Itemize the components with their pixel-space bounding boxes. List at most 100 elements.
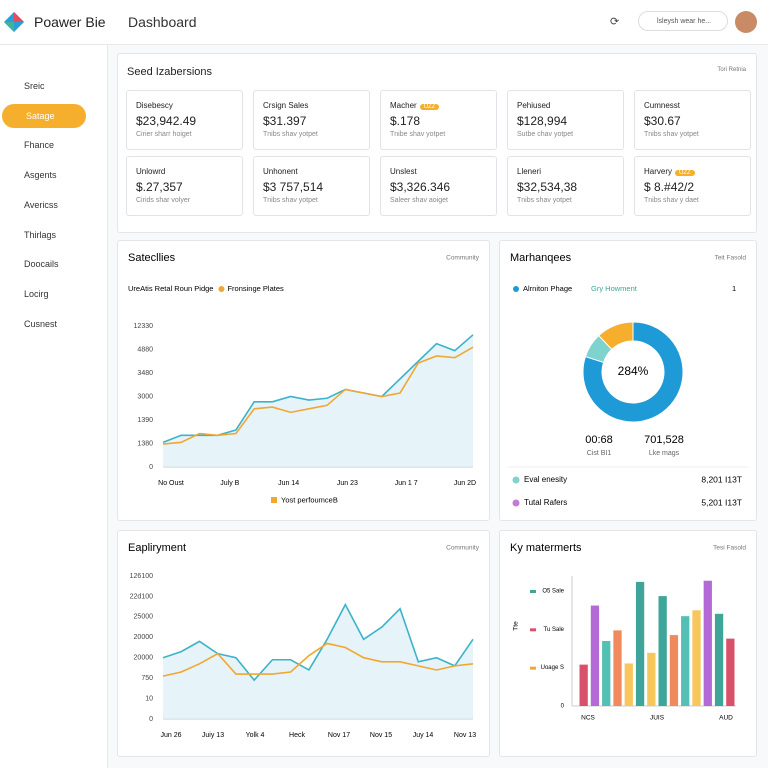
kpi-card: Lleneri $32,534,38 Tnibs shav yotpet bbox=[507, 156, 624, 216]
kpi-value: $30.67 bbox=[644, 114, 681, 128]
sidebar-item[interactable]: Sreic bbox=[24, 81, 45, 91]
donut-center: 284% bbox=[618, 364, 649, 378]
kpi-value: $128,994 bbox=[517, 114, 568, 128]
kpi-note: Tnibs shav yotpet bbox=[517, 197, 572, 204]
y-tick-label: 0 bbox=[149, 716, 153, 723]
employment-chart: Eapliryment Community 0 10 750 20000 20000 2500… bbox=[128, 542, 480, 739]
legend-label: Alrniton Phage bbox=[523, 284, 572, 293]
avatar[interactable] bbox=[735, 11, 757, 33]
legend-dot bbox=[513, 286, 519, 292]
kpi-label: Harvery UZZ bbox=[644, 167, 695, 176]
kpi-label: Unslest bbox=[390, 167, 417, 176]
bar bbox=[681, 616, 690, 706]
bar bbox=[602, 641, 611, 706]
sales-panel: Satecllies Community 0 1380 1390 3000 3480 4880… bbox=[117, 240, 490, 521]
footer-swatch bbox=[271, 497, 277, 503]
kpi-label-text: Pehiused bbox=[517, 101, 551, 110]
kpi-label: Cumnesst bbox=[644, 101, 680, 110]
kpi-card: Unslest $3,326.346 Saleer shav aoiget bbox=[380, 156, 497, 216]
y-tick-swatch bbox=[530, 666, 536, 670]
kpi-card: Crsign Sales $31.397 Tnibs shav yotpet bbox=[253, 90, 370, 150]
kpi-value: $3 757,514 bbox=[263, 180, 324, 194]
kpi-label-text: Harvery bbox=[644, 167, 673, 176]
stat-value: 701,528 bbox=[644, 434, 684, 446]
y-tick-label: Uoage S bbox=[541, 665, 564, 671]
sidebar: Sreic Satage Fhance Asgents Avericss Thirlags… bbox=[0, 45, 108, 768]
panel-title: Eapliryment bbox=[128, 542, 186, 554]
kpi-label: Crsign Sales bbox=[263, 101, 308, 110]
kpi-note: Tnibs shav yotpet bbox=[263, 197, 318, 204]
kpi-value: $.178 bbox=[390, 114, 421, 128]
stat-label: Cist BI1 bbox=[587, 450, 612, 457]
sidebar-item[interactable]: Fhance bbox=[24, 140, 55, 151]
sidebar-item[interactable]: Locirg bbox=[24, 288, 49, 299]
legend-dot bbox=[218, 286, 225, 292]
y-tick-label: 1390 bbox=[137, 417, 153, 424]
y-tick-label: 3000 bbox=[137, 393, 153, 400]
kpi-note: Cirier sharr hoiget bbox=[136, 131, 192, 138]
donut-slice bbox=[582, 321, 684, 423]
bar bbox=[669, 635, 679, 706]
sidebar-item[interactable]: Avericss bbox=[24, 199, 58, 210]
stat-value: 00:68 bbox=[585, 434, 613, 446]
bar bbox=[726, 638, 735, 706]
kpi-label: Unhonent bbox=[263, 167, 298, 176]
sidebar-item[interactable]: Doocails bbox=[24, 259, 59, 270]
x-tick-label: Heck bbox=[289, 732, 305, 739]
panel-corner: Tesi Fasold bbox=[713, 545, 746, 552]
row-value: 8,201 I13T bbox=[701, 474, 742, 484]
kpi-card: Unhonent $3 757,514 Tnibs shav yotpet bbox=[253, 156, 370, 216]
row-name: Tutal Rafers bbox=[524, 498, 567, 507]
kpi-value: $23,942.49 bbox=[136, 114, 197, 128]
x-tick-label: Jun 23 bbox=[337, 480, 358, 487]
panel-corner: Tori Retnia bbox=[717, 67, 746, 73]
kpi-card: Harvery UZZ $ 8.#42/2 Tnibs shav y daet bbox=[634, 156, 751, 216]
x-tick-label: Nov 15 bbox=[370, 732, 392, 739]
bar-chart: Ky matermerts Tesi Fasold Tte 0 Uoage S Tu Sa… bbox=[510, 542, 746, 722]
x-tick-label: Jun 1 7 bbox=[395, 480, 418, 487]
logo-text: Poawer Bie bbox=[34, 14, 106, 30]
y-tick-swatch bbox=[530, 628, 536, 632]
sidebar-item[interactable]: Thirlags bbox=[24, 229, 57, 240]
kpi-label-text: Unhonent bbox=[263, 167, 298, 176]
y-tick-label: 4880 bbox=[137, 346, 153, 353]
y-tick-label: 0 bbox=[561, 704, 565, 710]
y-tick-label: 25000 bbox=[134, 614, 154, 621]
legend-count: 1 bbox=[732, 284, 736, 293]
search-placeholder: lsleysh wear he... bbox=[657, 18, 712, 25]
kpi-label-text: Cumnesst bbox=[644, 101, 681, 110]
sidebar-item[interactable]: Satage bbox=[2, 103, 86, 128]
line bbox=[162, 602, 474, 682]
bar bbox=[647, 652, 656, 706]
search-box[interactable]: lsleysh wear he... bbox=[638, 11, 728, 31]
area bbox=[163, 334, 473, 467]
stat-label: Lke mags bbox=[649, 450, 680, 457]
kpi-label: Pehiused bbox=[517, 101, 550, 110]
kpi-value: $32,534,38 bbox=[517, 180, 578, 194]
sidebar-item[interactable]: Asgents bbox=[24, 170, 57, 181]
header: Poawer Bie Dashboard ⟳ lsleysh wear he..… bbox=[0, 0, 768, 45]
page-title: Dashboard bbox=[128, 14, 197, 30]
kpi-label-text: Crsign Sales bbox=[263, 101, 309, 110]
y-tick-label: 3480 bbox=[137, 370, 153, 377]
y-tick-label: O5 Sale bbox=[542, 589, 564, 595]
sidebar-item[interactable]: Cusnest bbox=[24, 318, 58, 329]
logo-icon bbox=[4, 12, 24, 32]
kpi-value: $3,326.346 bbox=[390, 180, 451, 194]
donut-slice bbox=[598, 321, 634, 351]
y-tick-swatch bbox=[530, 590, 536, 593]
row-dot bbox=[512, 476, 520, 484]
kpi-note: Cirids shar volyer bbox=[136, 197, 191, 204]
bar bbox=[613, 630, 622, 706]
area bbox=[163, 604, 473, 719]
axis-label: Tte bbox=[513, 621, 520, 631]
kpi-note: Saleer shav aoiget bbox=[390, 197, 448, 204]
kpi-value: $31.397 bbox=[263, 114, 307, 128]
legend-label: Fronsinge Plates bbox=[227, 284, 284, 293]
bar bbox=[714, 613, 724, 706]
employment-panel: Eapliryment Community 0 10 750 20000 20000 2500… bbox=[117, 530, 490, 757]
bar bbox=[624, 663, 633, 706]
kpi-label: Unlowrd bbox=[136, 167, 165, 176]
refresh-icon[interactable]: ⟳ bbox=[610, 16, 620, 28]
